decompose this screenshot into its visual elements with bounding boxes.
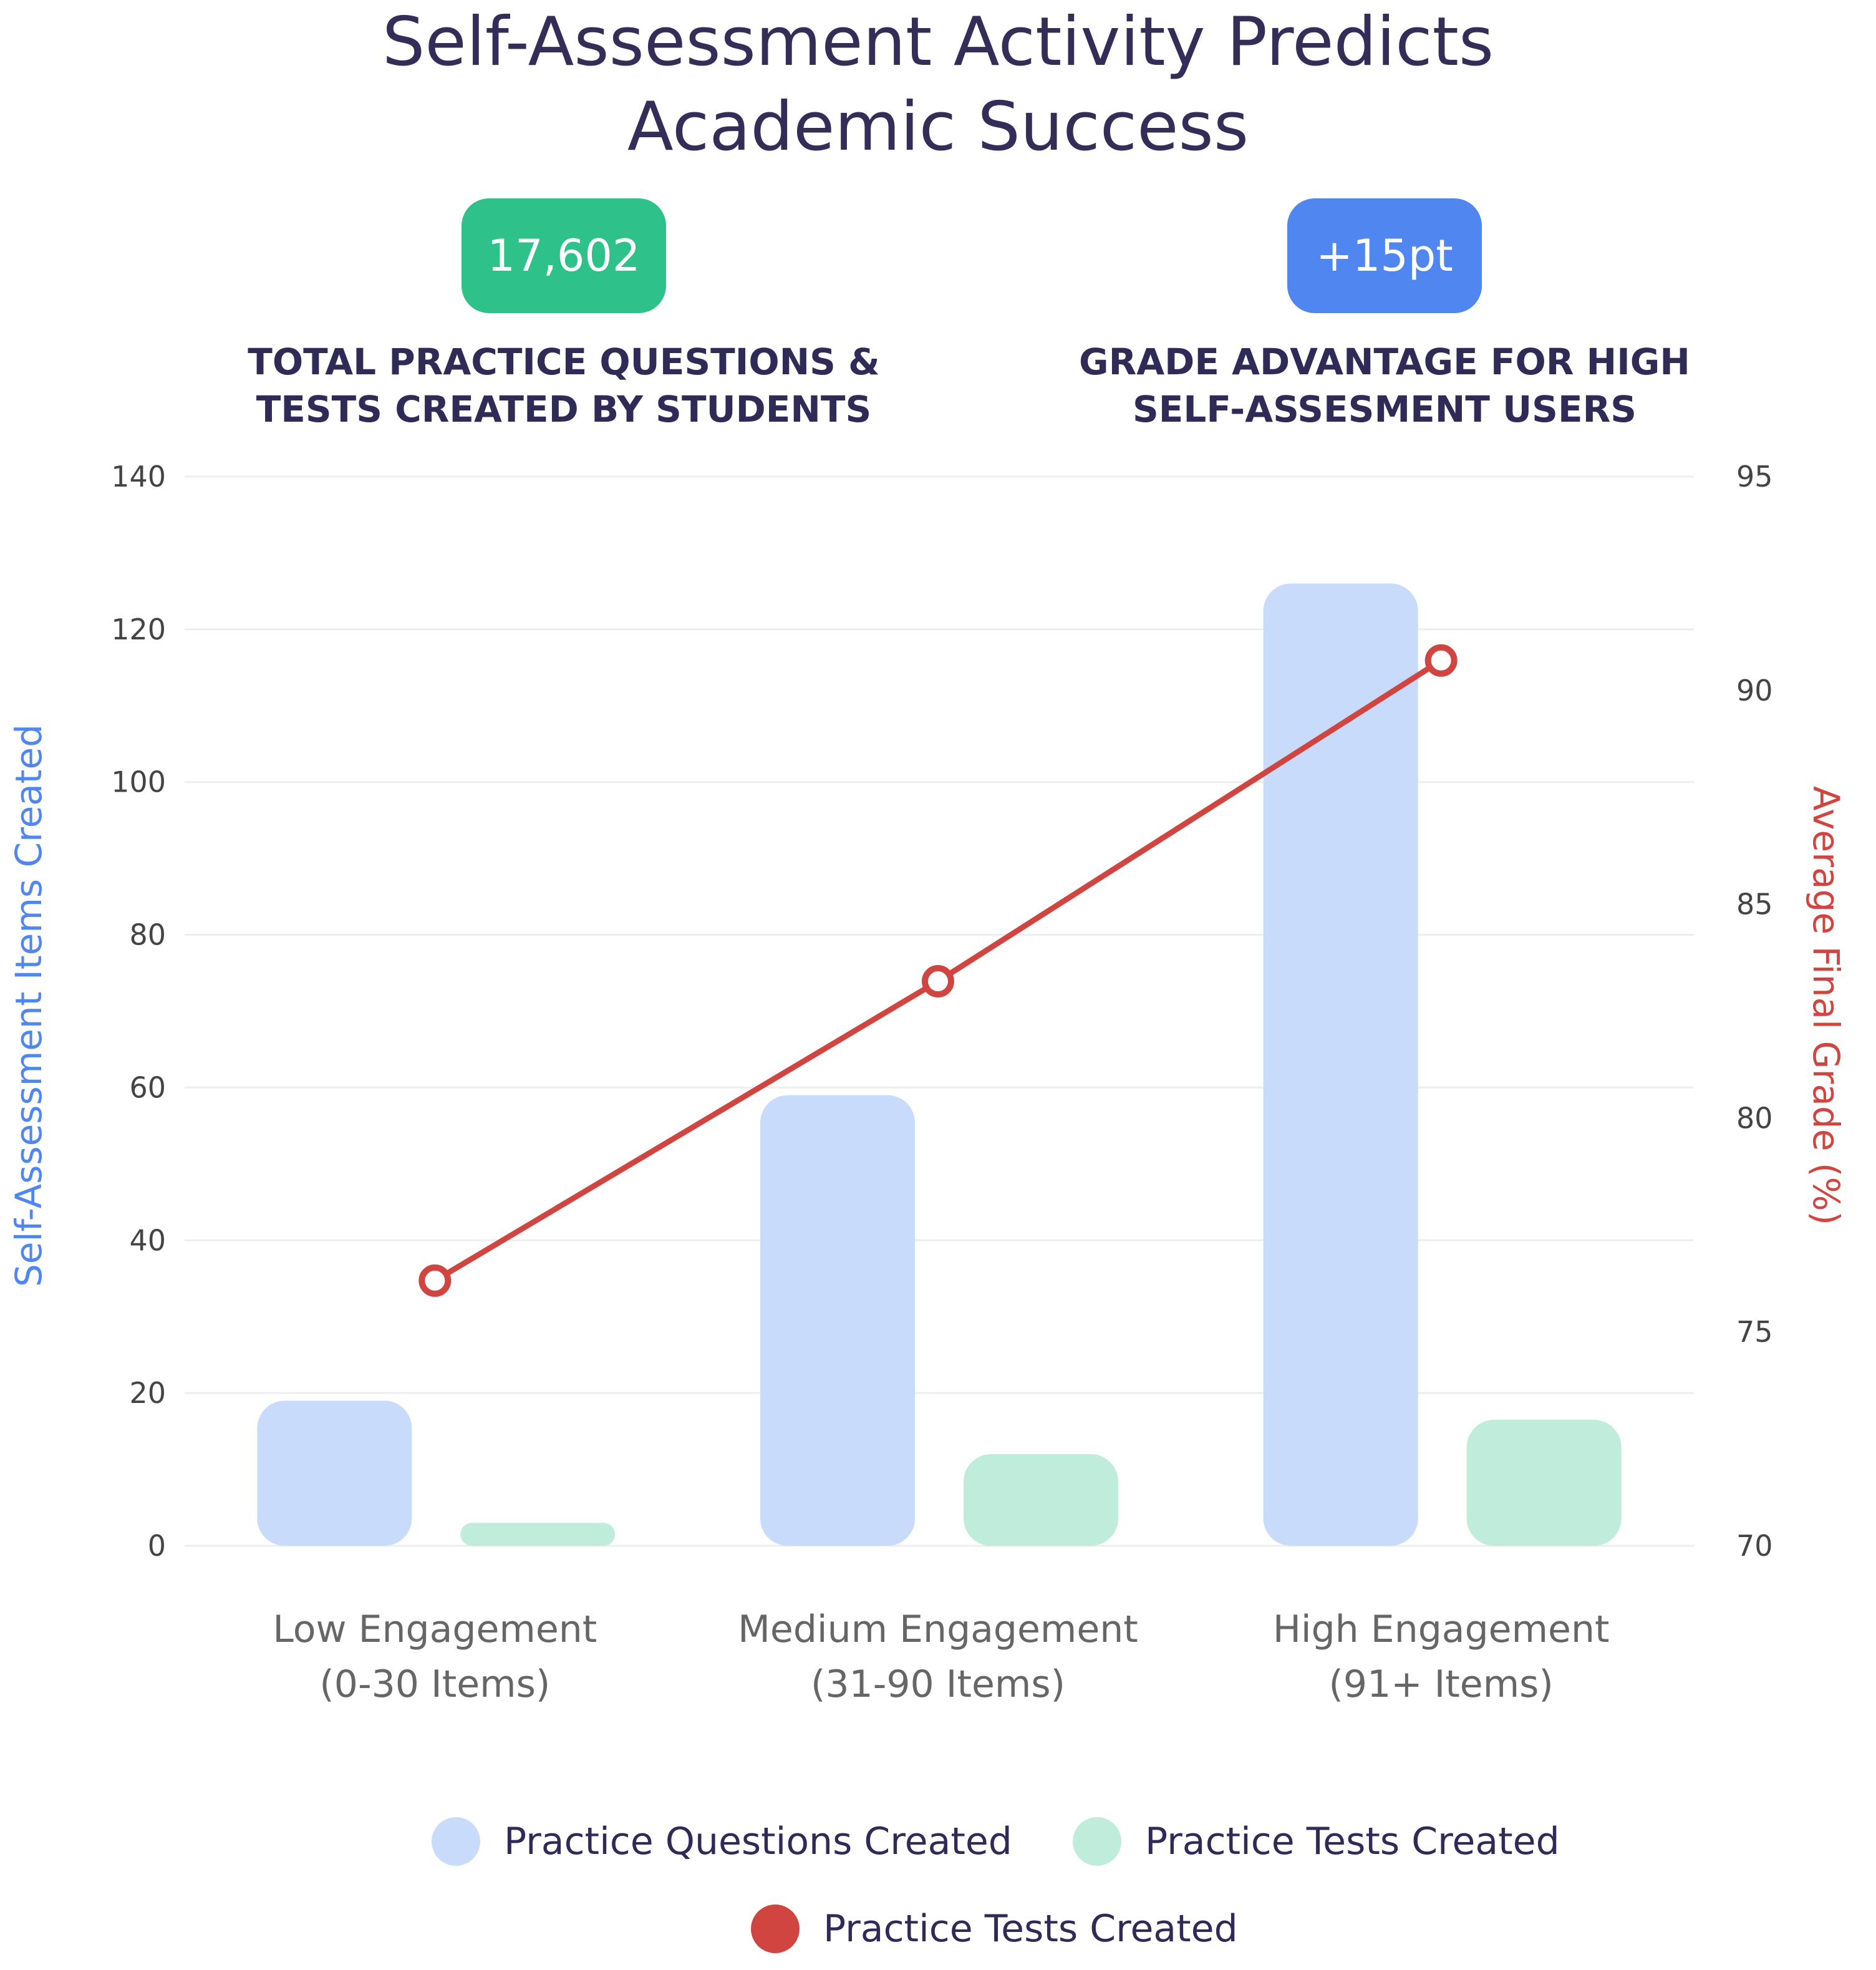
y-tick-label: 20 xyxy=(129,1376,166,1410)
grid-lines xyxy=(185,475,1694,1547)
y2-axis-label: Average Final Grade (%) xyxy=(1805,786,1847,1225)
y-tick-label: 80 xyxy=(129,918,166,952)
y-tick-label: 40 xyxy=(129,1223,166,1257)
y-tick-label: 100 xyxy=(111,765,166,799)
bars xyxy=(257,583,1622,1546)
stat-label-total-items: TOTAL PRACTICE QUESTIONS & TESTS CREATED… xyxy=(190,338,938,433)
legend-swatch-practice-tests-line xyxy=(751,1904,800,1953)
y-axis-ticks: 0 20 40 60 80 100 120 140 xyxy=(111,460,166,1563)
grade-point-0 xyxy=(418,1264,452,1297)
x-tick-label: Medium Engagement xyxy=(738,1608,1138,1651)
legend-swatch-practice-tests xyxy=(1073,1817,1121,1866)
x-tick-label: (31-90 Items) xyxy=(811,1662,1065,1706)
y2-tick-label: 95 xyxy=(1736,460,1773,493)
x-axis-ticks: Low Engagement (0-30 Items) Medium Engagem… xyxy=(273,1608,1609,1706)
legend-item-practice-questions: Practice Questions Created xyxy=(432,1817,1012,1866)
grade-line xyxy=(418,644,1458,1297)
legend-label-practice-questions: Practice Questions Created xyxy=(504,1820,1012,1863)
y2-axis-ticks: 70 75 80 85 90 95 xyxy=(1736,460,1773,1563)
bar-practice-questions-1 xyxy=(760,1095,915,1546)
bar-practice-tests-0 xyxy=(460,1523,616,1546)
y2-tick-label: 80 xyxy=(1736,1101,1773,1135)
x-tick-label: High Engagement xyxy=(1273,1608,1610,1651)
y2-tick-label: 85 xyxy=(1736,888,1773,921)
legend-item-practice-tests: Practice Tests Created xyxy=(1073,1817,1560,1866)
legend-swatch-practice-questions xyxy=(432,1817,480,1866)
chart-title-line-2: Academic Success xyxy=(627,88,1249,166)
grade-point-1 xyxy=(922,965,954,998)
legend-item-practice-tests-line: Practice Tests Created xyxy=(751,1904,1238,1954)
stat-badge-grade-advantage: +15pt xyxy=(1287,198,1482,313)
bar-practice-tests-1 xyxy=(964,1454,1118,1546)
legend-label-practice-tests: Practice Tests Created xyxy=(1145,1820,1560,1863)
y-tick-label: 60 xyxy=(129,1070,166,1104)
stat-label-total-items-line-2: TESTS CREATED BY STUDENTS xyxy=(256,388,872,430)
y-tick-label: 140 xyxy=(111,460,166,493)
y-tick-label: 0 xyxy=(148,1529,166,1563)
grade-point-2 xyxy=(1424,644,1458,677)
stat-label-grade-advantage-line-2: SELF-ASSESMENT USERS xyxy=(1132,388,1637,430)
chart-title-line-1: Self-Assessment Activity Predicts xyxy=(382,3,1494,81)
stat-label-grade-advantage: GRADE ADVANTAGE FOR HIGH SELF-ASSESMENT … xyxy=(1010,338,1759,433)
y-tick-label: 120 xyxy=(111,613,166,646)
x-tick-label: (0-30 Items) xyxy=(319,1662,550,1706)
x-tick-label: Low Engagement xyxy=(273,1608,597,1651)
legend-label-practice-tests-line: Practice Tests Created xyxy=(823,1907,1238,1951)
y2-tick-label: 90 xyxy=(1736,674,1773,707)
bar-practice-questions-0 xyxy=(257,1400,412,1546)
y-axis-label: Self-Assessment Items Created xyxy=(7,724,50,1287)
bar-practice-tests-2 xyxy=(1466,1419,1622,1546)
x-tick-label: (91+ Items) xyxy=(1328,1662,1553,1706)
y2-tick-label: 75 xyxy=(1736,1315,1773,1349)
y2-tick-label: 70 xyxy=(1736,1529,1773,1563)
chart-title: Self-Assessment Activity Predicts Academ… xyxy=(0,0,1876,170)
stat-badge-total-items: 17,602 xyxy=(462,198,666,313)
bar-practice-questions-2 xyxy=(1263,583,1418,1546)
stat-label-grade-advantage-line-1: GRADE ADVANTAGE FOR HIGH xyxy=(1079,341,1690,383)
stat-label-total-items-line-1: TOTAL PRACTICE QUESTIONS & xyxy=(248,341,880,383)
